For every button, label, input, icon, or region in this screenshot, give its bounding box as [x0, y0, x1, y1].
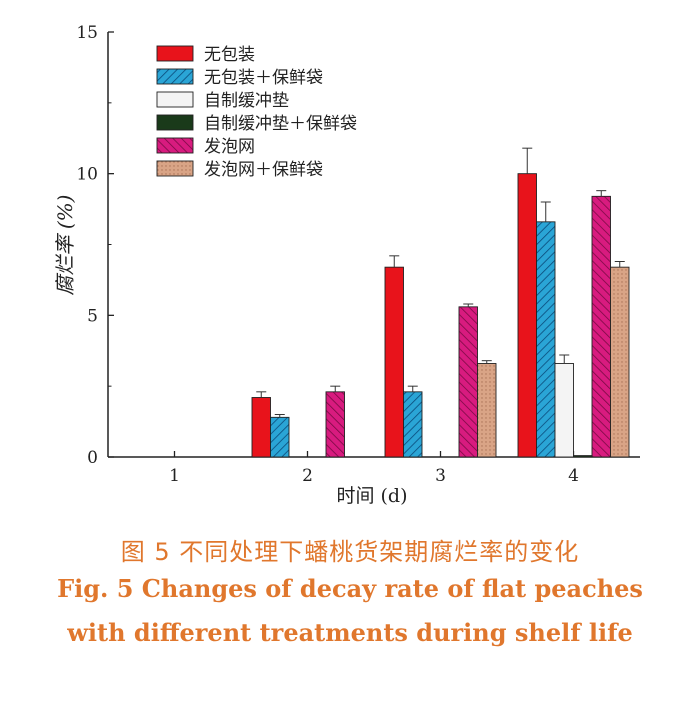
- bar: [325, 391, 345, 458]
- x-tick-label: 4: [568, 466, 579, 486]
- legend-label: 发泡网＋保鲜袋: [204, 160, 323, 180]
- bar: [517, 173, 537, 458]
- x-tick-label: 3: [435, 466, 446, 486]
- figure-caption-english-line2: with different treatments during shelf l…: [67, 618, 633, 647]
- bar: [251, 397, 271, 458]
- y-tick-label: 0: [87, 448, 98, 468]
- bar: [554, 363, 574, 458]
- bar: [591, 195, 611, 458]
- y-tick-label: 15: [76, 23, 98, 43]
- legend-label: 自制缓冲垫: [204, 91, 289, 111]
- bar-chart: 0 5 10 15 1 2 3 4 无包装无包装＋保鲜袋自制缓冲垫自制缓冲垫＋保鲜袋发泡网发泡…: [53, 23, 640, 507]
- legend-label: 自制缓冲垫＋保鲜袋: [204, 114, 357, 134]
- x-tick-label: 1: [169, 466, 180, 486]
- legend-swatch: [156, 68, 194, 85]
- figure-caption-chinese: 图 5 不同处理下蟠桃货架期腐烂率的变化: [120, 538, 580, 566]
- y-tick-label: 10: [76, 165, 98, 185]
- legend-swatch: [156, 114, 194, 131]
- legend-label: 无包装: [204, 45, 255, 65]
- legend-label: 无包装＋保鲜袋: [204, 68, 323, 88]
- figure-caption-english-line1: Fig. 5 Changes of decay rate of flat pea…: [57, 574, 643, 603]
- bar: [403, 391, 423, 458]
- x-axis-label: 时间 (d): [336, 485, 407, 507]
- bar: [610, 266, 630, 458]
- x-tick-label: 2: [302, 466, 313, 486]
- bars: [251, 147, 630, 458]
- legend-label: 发泡网: [204, 137, 255, 157]
- legend-swatch: [156, 45, 194, 62]
- bar: [458, 306, 478, 458]
- legend-swatch: [156, 91, 194, 108]
- bar: [477, 363, 497, 458]
- y-tick-label: 5: [87, 306, 98, 326]
- legend-swatch: [156, 160, 194, 177]
- bar: [384, 266, 404, 458]
- legend-swatch: [156, 137, 194, 154]
- bar: [536, 221, 556, 458]
- bar: [270, 416, 290, 458]
- bar: [573, 455, 593, 458]
- y-axis-label: 腐烂率 (%): [53, 195, 77, 296]
